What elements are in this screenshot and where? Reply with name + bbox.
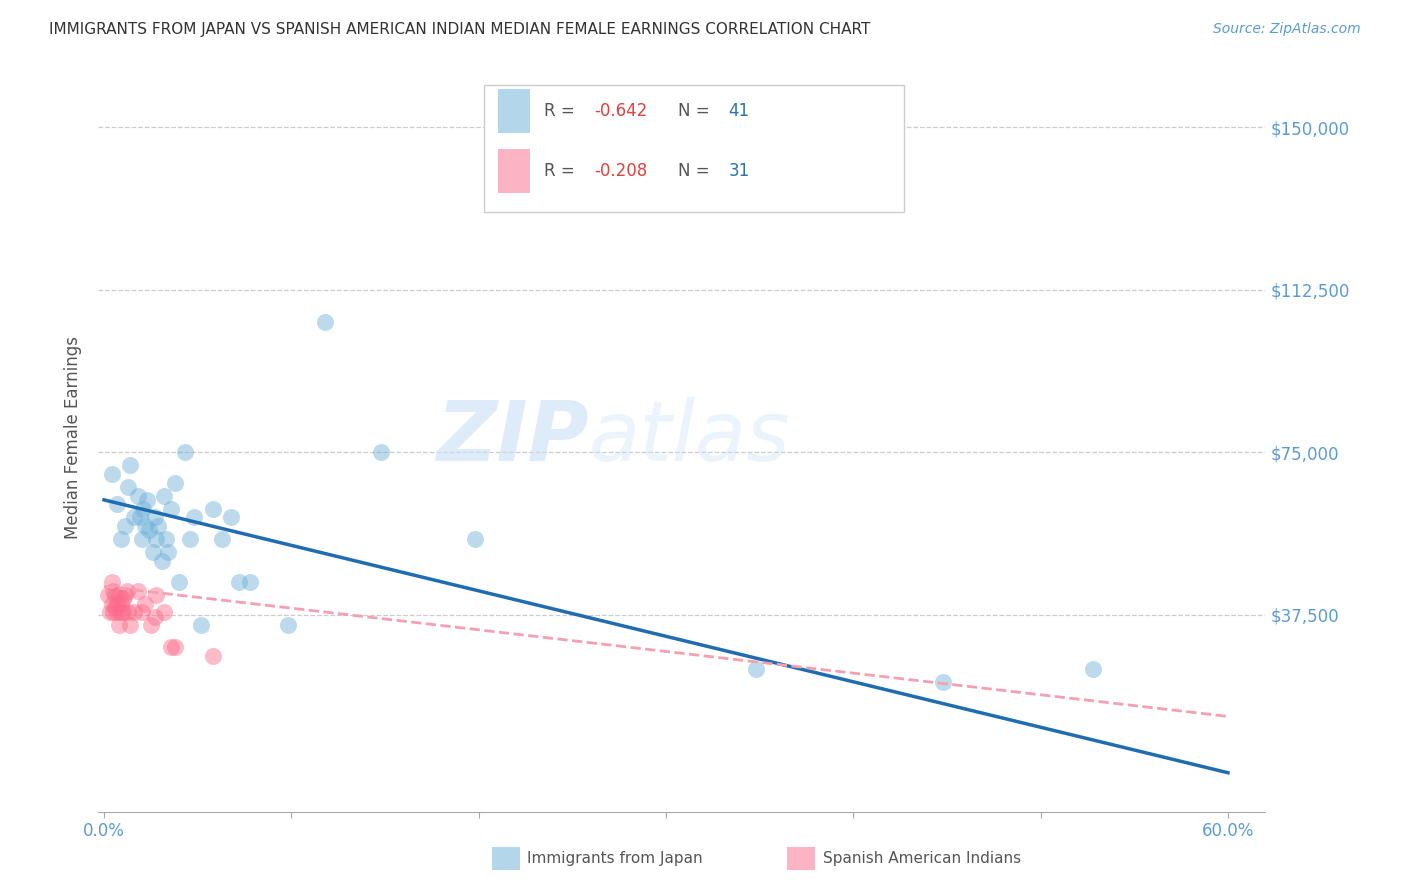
Point: [134, 519, 156, 533]
Point: [160, 501, 183, 516]
Point: [221, 510, 243, 524]
Point: [167, 575, 190, 590]
Point: [745, 662, 768, 676]
Point: [97, 588, 120, 602]
Point: [153, 606, 176, 620]
FancyBboxPatch shape: [484, 85, 904, 212]
Point: [110, 606, 132, 620]
Point: [103, 606, 125, 620]
Text: atlas: atlas: [589, 397, 790, 477]
Point: [201, 501, 224, 516]
Point: [211, 532, 233, 546]
Text: N =: N =: [679, 102, 716, 120]
Point: [100, 575, 122, 590]
Text: Immigrants from Japan: Immigrants from Japan: [527, 852, 703, 866]
Text: 41: 41: [728, 102, 749, 120]
Point: [179, 532, 201, 546]
Text: R =: R =: [544, 102, 581, 120]
Point: [153, 489, 176, 503]
Point: [139, 618, 162, 632]
Point: [156, 545, 179, 559]
Text: ZIP: ZIP: [436, 397, 589, 477]
Point: [160, 640, 183, 654]
Point: [370, 445, 392, 459]
Text: -0.208: -0.208: [595, 162, 648, 180]
Bar: [498, 88, 530, 133]
Point: [110, 597, 132, 611]
Point: [136, 492, 159, 507]
Point: [100, 597, 122, 611]
Point: [104, 601, 127, 615]
Point: [104, 588, 127, 602]
Point: [127, 489, 149, 503]
Point: [120, 458, 142, 473]
Point: [165, 640, 187, 654]
Text: R =: R =: [544, 162, 581, 180]
Point: [239, 575, 262, 590]
Point: [103, 583, 125, 598]
Point: [111, 606, 134, 620]
Point: [145, 532, 167, 546]
Text: Source: ZipAtlas.com: Source: ZipAtlas.com: [1213, 22, 1361, 37]
Point: [1081, 662, 1104, 676]
Point: [117, 606, 139, 620]
Point: [228, 575, 250, 590]
Point: [173, 445, 195, 459]
Point: [122, 510, 145, 524]
Point: [105, 497, 128, 511]
Point: [201, 648, 224, 663]
Point: [120, 618, 142, 632]
Text: -0.642: -0.642: [595, 102, 648, 120]
Text: IMMIGRANTS FROM JAPAN VS SPANISH AMERICAN INDIAN MEDIAN FEMALE EARNINGS CORRELAT: IMMIGRANTS FROM JAPAN VS SPANISH AMERICA…: [49, 22, 870, 37]
Point: [114, 588, 136, 602]
Point: [183, 510, 205, 524]
Point: [143, 610, 166, 624]
Point: [105, 597, 128, 611]
Point: [122, 606, 145, 620]
Point: [128, 510, 150, 524]
Point: [142, 545, 165, 559]
Point: [148, 519, 170, 533]
Point: [277, 618, 299, 632]
Point: [464, 532, 486, 546]
Point: [134, 597, 156, 611]
Point: [143, 510, 166, 524]
Point: [108, 588, 131, 602]
Bar: [498, 149, 530, 194]
Point: [150, 553, 173, 567]
Text: Spanish American Indians: Spanish American Indians: [823, 852, 1021, 866]
Point: [105, 606, 128, 620]
Point: [155, 532, 177, 546]
Text: 31: 31: [728, 162, 749, 180]
Point: [108, 618, 131, 632]
Point: [165, 475, 187, 490]
Point: [131, 532, 153, 546]
Point: [932, 674, 955, 689]
Point: [131, 606, 153, 620]
Point: [115, 583, 138, 598]
Point: [117, 480, 139, 494]
Point: [100, 467, 122, 481]
Point: [110, 532, 132, 546]
Point: [98, 606, 121, 620]
Point: [132, 501, 155, 516]
Y-axis label: Median Female Earnings: Median Female Earnings: [65, 335, 83, 539]
Point: [145, 588, 167, 602]
Point: [138, 523, 160, 537]
Point: [111, 592, 134, 607]
Point: [127, 583, 149, 598]
Point: [114, 519, 136, 533]
Text: N =: N =: [679, 162, 716, 180]
Point: [314, 315, 336, 329]
Point: [190, 618, 212, 632]
